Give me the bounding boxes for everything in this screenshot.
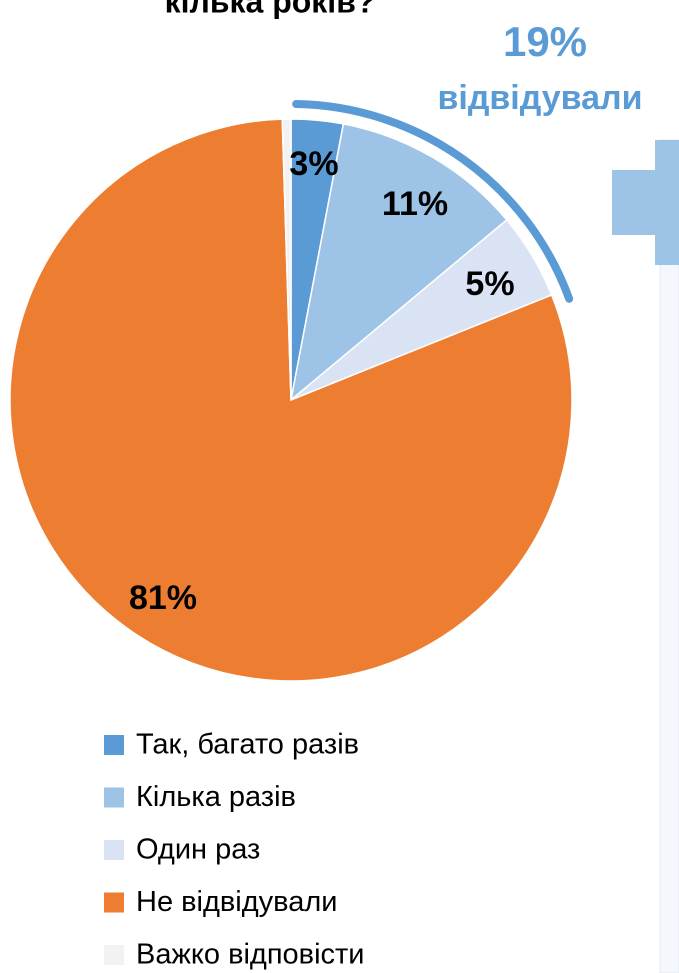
data-label: 81%	[129, 579, 197, 617]
legend: Так, багато разів Кілька разів Один раз Не …	[104, 729, 365, 971]
legend-label: Так, багато разів	[136, 729, 359, 761]
arrow	[612, 140, 679, 265]
annotation: відвідували	[437, 79, 642, 117]
annotation: 19%	[503, 18, 587, 65]
legend-label: Один раз	[136, 834, 260, 866]
data-label: 3%	[289, 145, 338, 183]
legend-label: Кілька разів	[136, 781, 296, 813]
legend-swatch	[104, 892, 124, 913]
legend-label: Важко відповісти	[136, 939, 365, 971]
chart-title: кілька років?	[165, 0, 376, 19]
data-label: 5%	[465, 265, 514, 303]
legend-swatch	[104, 945, 124, 965]
highlight-arc	[292, 100, 574, 303]
pie-slice	[281, 118, 292, 401]
legend-swatch	[104, 840, 124, 860]
legend-swatch	[104, 735, 124, 755]
pie: 3% 11% 5% 81%	[9, 100, 574, 682]
legend-label: Не відвідували	[136, 886, 338, 918]
legend-swatch	[104, 787, 124, 808]
data-label: 11%	[382, 185, 448, 223]
pie-slice	[289, 123, 508, 402]
pie-slice	[9, 118, 573, 682]
